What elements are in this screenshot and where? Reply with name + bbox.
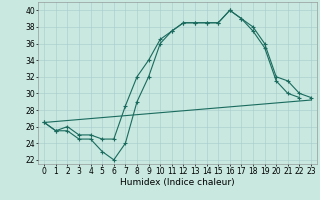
X-axis label: Humidex (Indice chaleur): Humidex (Indice chaleur) [120,178,235,187]
